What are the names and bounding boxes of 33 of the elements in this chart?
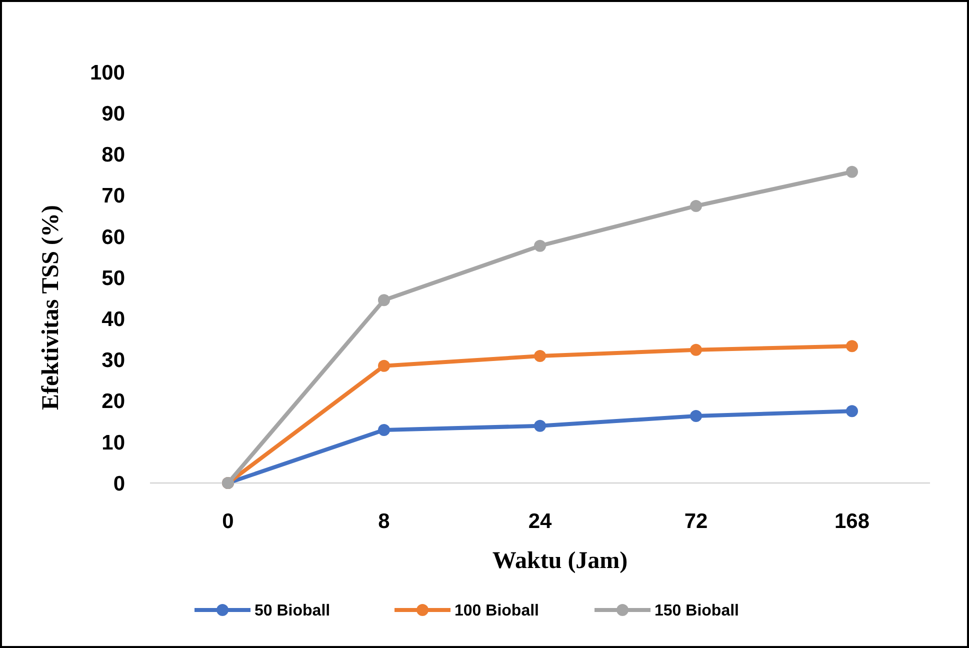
y-tick-label: 90 bbox=[102, 102, 125, 126]
point bbox=[846, 166, 858, 178]
y-tick-label: 100 bbox=[90, 61, 125, 84]
y-tick-label: 60 bbox=[102, 226, 125, 249]
point bbox=[846, 405, 858, 418]
point bbox=[846, 340, 858, 352]
point bbox=[378, 424, 390, 436]
legend-label: 150 Bioball bbox=[654, 602, 739, 620]
y-tick-label: 10 bbox=[102, 431, 125, 454]
x-tick-label: 168 bbox=[834, 510, 870, 533]
point bbox=[690, 200, 702, 212]
y-tick-label: 70 bbox=[102, 184, 125, 208]
x-tick-label: 0 bbox=[222, 510, 234, 533]
legend-label: 100 Bioball bbox=[454, 602, 539, 620]
point bbox=[534, 240, 546, 252]
y-tick-label: 40 bbox=[102, 308, 125, 331]
x-tick-label: 8 bbox=[378, 510, 390, 533]
point bbox=[690, 410, 702, 422]
point bbox=[378, 360, 390, 372]
y-tick-label: 0 bbox=[113, 472, 125, 496]
y-tick-label: 50 bbox=[102, 266, 125, 290]
y-axis-title: Efektivitas TSS (%) bbox=[38, 205, 64, 410]
y-tick-label: 30 bbox=[102, 349, 125, 372]
point bbox=[534, 350, 546, 362]
point bbox=[378, 294, 390, 306]
point bbox=[534, 420, 546, 432]
y-tick-label: 20 bbox=[102, 390, 125, 414]
x-axis-title: Waktu (Jam) bbox=[492, 548, 628, 574]
y-tick-label: 80 bbox=[102, 144, 125, 167]
point bbox=[690, 344, 702, 356]
x-tick-label: 24 bbox=[528, 510, 552, 533]
x-tick-label: 72 bbox=[684, 510, 708, 533]
legend-label: 50 Bioball bbox=[254, 602, 330, 620]
